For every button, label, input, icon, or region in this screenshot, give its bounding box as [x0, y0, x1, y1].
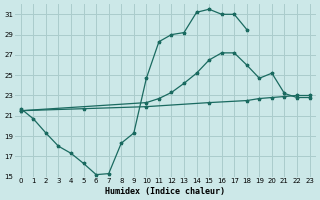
- X-axis label: Humidex (Indice chaleur): Humidex (Indice chaleur): [105, 187, 225, 196]
